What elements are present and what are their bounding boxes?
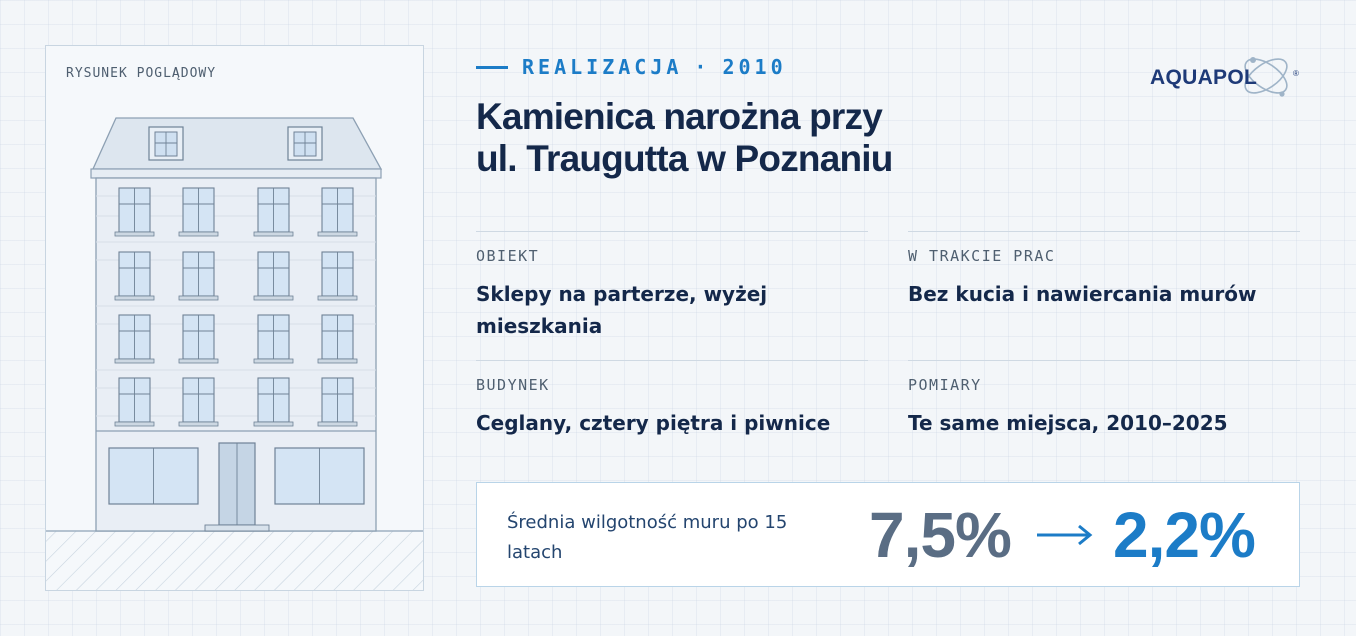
kicker-year: 2010 — [722, 55, 787, 79]
title-line-1: Kamienica narożna przy — [476, 96, 883, 137]
info-value: Ceglany, cztery piętra i piwnice — [476, 411, 831, 435]
kicker-separator: · — [694, 55, 711, 79]
kicker: REALIZACJA · 2010 — [476, 55, 787, 79]
info-value: Te same miejsca, 2010–2025 — [908, 411, 1228, 435]
kicker-label: REALIZACJA — [522, 55, 683, 79]
info-label: W TRAKCIE PRAC — [908, 247, 1056, 265]
arrow-right-icon — [1037, 524, 1093, 546]
title-line-2: ul. Traugutta w Poznaniu — [476, 138, 893, 179]
info-value: Bez kucia i nawiercania murów — [908, 282, 1257, 306]
info-budynek: BUDYNEK Ceglany, cztery piętra i piwnice — [476, 360, 868, 439]
info-obiekt: OBIEKT Sklepy na parterze, wyżej mieszka… — [476, 231, 868, 342]
drawing-panel: RYSUNEK POGLĄDOWY — [45, 45, 424, 591]
logo-registered: ® — [1293, 69, 1299, 78]
building-illustration-icon — [46, 117, 423, 590]
logo-text: AQUAPOL — [1150, 66, 1257, 89]
info-label: BUDYNEK — [476, 376, 550, 394]
stat-after-value: 2,2% — [1113, 499, 1256, 571]
info-label: POMIARY — [908, 376, 982, 394]
info-value: Sklepy na parterze, wyżej mieszkania — [476, 282, 768, 338]
drawing-label: RYSUNEK POGLĄDOWY — [66, 66, 217, 81]
moisture-stat: Średnia wilgotność muru po 15 latach 7,5… — [476, 482, 1300, 587]
info-w-trakcie-prac: W TRAKCIE PRAC Bez kucia i nawiercania m… — [908, 231, 1300, 310]
aquapol-logo: AQUAPOL ® — [1150, 57, 1299, 97]
kicker-rule — [476, 65, 508, 69]
stat-before-value: 7,5% — [869, 499, 1012, 571]
info-pomiary: POMIARY Te same miejsca, 2010–2025 — [908, 360, 1300, 439]
stat-label: Średnia wilgotność muru po 15 latach — [507, 512, 788, 563]
page-title: Kamienica narożna przy ul. Traugutta w P… — [476, 96, 1036, 180]
info-label: OBIEKT — [476, 247, 540, 265]
